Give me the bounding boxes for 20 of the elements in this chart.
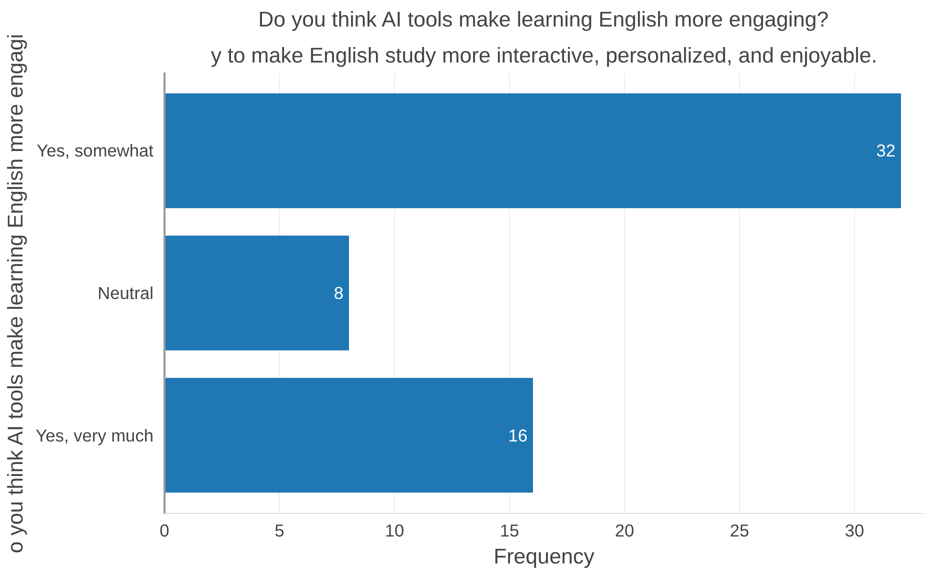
x-tick-label: 10 (384, 520, 404, 540)
text: y to make English study more interactive, personalized, and enjoyable. (210, 44, 878, 68)
bar (164, 93, 901, 208)
chart-title: Do you think AI tools make learning English more engaging? (258, 8, 829, 32)
x-tick-label: 15 (500, 520, 520, 540)
data-label: 16 (508, 425, 528, 446)
x-tick-label: 5 (274, 520, 284, 540)
data-label: 32 (876, 140, 896, 161)
data-label: 8 (334, 283, 344, 303)
x-tick-label: 25 (730, 520, 750, 540)
x-tick-label: 30 (844, 520, 864, 540)
y-axis-title: o you think AI tools make learning English more engagi (4, 34, 28, 554)
bar (164, 236, 349, 350)
y-tick-label: Neutral (98, 283, 154, 303)
y-tick-label: Yes, somewhat (36, 140, 154, 161)
x-tick-label: 20 (614, 520, 634, 540)
x-axis-title: Frequency (494, 544, 595, 568)
y-tick-label: Yes, very much (36, 425, 154, 446)
x-tick-label: 0 (160, 520, 170, 540)
bar (164, 378, 533, 493)
